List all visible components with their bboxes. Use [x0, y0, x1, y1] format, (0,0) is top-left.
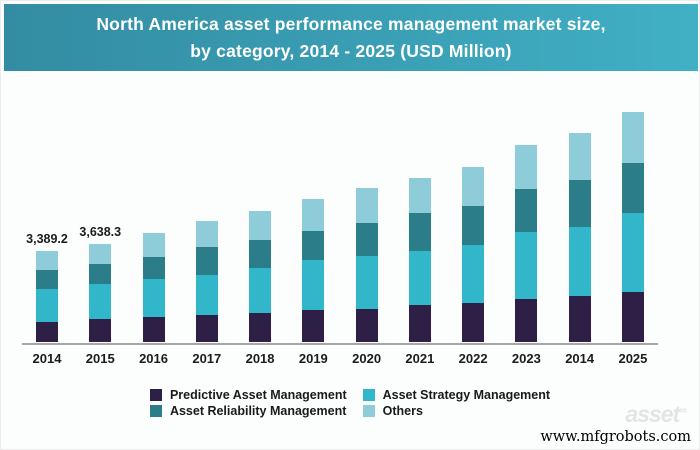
bar-segment — [195, 247, 218, 276]
watermark-logo-text: asset — [625, 401, 680, 427]
legend-item: Predictive Asset Management — [149, 388, 347, 402]
legend: Predictive Asset Management Asset Strateg… — [1, 388, 699, 418]
bar-segment — [249, 239, 272, 269]
watermark-url: www.mfgrobots.com — [540, 429, 691, 445]
bar-2015-1: 3,638.3 2015 — [79, 225, 121, 366]
x-axis-tick-label: 2016 — [139, 351, 168, 366]
bar-segment — [621, 213, 644, 292]
chart-title-line1: North America asset performance manageme… — [96, 14, 606, 34]
bar-segment — [249, 268, 272, 313]
x-axis-tick-label: 2014 — [565, 351, 595, 366]
x-axis-tick-label: 2021 — [405, 351, 435, 366]
bar-segment — [515, 189, 538, 232]
x-axis-tick-label: 2022 — [458, 351, 488, 366]
bar-segment — [621, 111, 644, 164]
bar-segment — [302, 260, 325, 311]
x-axis-tick-label: 2018 — [245, 351, 275, 366]
bar-2014-0: 3,389.2 2014 — [26, 232, 68, 366]
legend-label: Asset Strategy Management — [382, 388, 551, 402]
x-axis-tick-label: 2025 — [618, 351, 648, 366]
bar-segment — [568, 295, 591, 342]
bar-2022-8: 2022 — [459, 166, 488, 366]
x-axis-tick-label: 2014 — [32, 351, 62, 366]
bar-2021-7: 2021 — [405, 178, 434, 366]
bar-segment — [89, 263, 112, 285]
x-axis-tick-label: 2015 — [85, 351, 115, 366]
bars: 3,389.2 2014 3,638.3 2015 2016 2017 2018 2019 20… — [26, 87, 647, 366]
bar-segment — [36, 250, 58, 270]
bar-segment — [621, 291, 644, 342]
bar-segment — [195, 315, 218, 342]
bar-segment — [249, 312, 272, 342]
bar-segment — [142, 279, 165, 317]
bar-segment — [568, 226, 591, 296]
bar-segment — [621, 163, 644, 214]
x-axis-line — [22, 343, 658, 345]
bar-value-label: 3,389.2 — [26, 231, 68, 246]
bar-segment — [408, 250, 431, 306]
bar-segment — [462, 205, 485, 245]
bar-segment — [89, 284, 112, 319]
bar-segment — [302, 231, 325, 261]
x-axis-tick-label: 2019 — [298, 351, 328, 366]
bar-segment — [36, 322, 58, 342]
bar-segment — [515, 299, 538, 342]
bar-segment — [36, 269, 58, 290]
bar-segment — [408, 305, 431, 342]
bar-segment — [195, 275, 218, 316]
legend-swatch-icon — [149, 405, 162, 417]
legend-label: Asset Reliability Management — [169, 404, 347, 418]
bar-segment — [568, 133, 591, 181]
legend-item: Asset Reliability Management — [149, 404, 347, 418]
legend-swatch-icon — [149, 389, 162, 401]
bar-2016-2: 2016 — [139, 232, 168, 366]
bar-segment — [355, 223, 378, 256]
x-axis-tick-label: 2020 — [352, 351, 382, 366]
bar-2014-10: 2014 — [565, 133, 594, 366]
bar-value-label: 3,638.3 — [79, 224, 122, 239]
bar-segment — [195, 221, 218, 248]
x-axis-tick-label: 2023 — [511, 351, 541, 366]
bar-segment — [355, 309, 378, 342]
legend-item: Others — [362, 404, 550, 418]
bar-segment — [142, 316, 165, 342]
infinity-icon: ∞ — [679, 404, 687, 417]
bar-segment — [355, 188, 378, 224]
bar-2025-11: 2025 — [618, 111, 647, 366]
bar-segment — [515, 144, 538, 190]
bar-segment — [462, 303, 485, 342]
bar-segment — [568, 180, 591, 227]
bar-2017-3: 2017 — [192, 221, 221, 366]
bar-segment — [36, 289, 58, 323]
bar-segment — [462, 244, 485, 304]
legend-label: Others — [382, 404, 423, 418]
legend-grid: Predictive Asset Management Asset Strateg… — [149, 388, 551, 418]
legend-item: Asset Strategy Management — [362, 388, 551, 402]
bar-segment — [408, 178, 431, 214]
chart-title: North America asset performance manageme… — [4, 4, 698, 71]
bar-segment — [408, 213, 431, 251]
legend-label: Predictive Asset Management — [169, 388, 347, 402]
bar-2018-4: 2018 — [246, 210, 275, 366]
bar-segment — [142, 256, 165, 280]
bar-segment — [89, 318, 112, 342]
bar-segment — [355, 255, 378, 310]
bar-segment — [249, 210, 272, 240]
bar-segment — [142, 232, 165, 257]
bar-segment — [462, 166, 485, 206]
bar-2023-9: 2023 — [512, 144, 541, 366]
legend-swatch-icon — [362, 405, 375, 417]
bar-segment — [302, 310, 325, 342]
legend-swatch-icon — [362, 389, 375, 401]
bar-2020-6: 2020 — [352, 188, 381, 366]
bar-segment — [302, 199, 325, 232]
bar-2019-5: 2019 — [299, 199, 328, 366]
bar-segment — [89, 243, 112, 264]
x-axis-tick-label: 2017 — [192, 351, 222, 366]
bar-segment — [515, 231, 538, 300]
chart-title-line2: by category, 2014 - 2025 (USD Million) — [190, 41, 512, 61]
watermark-logo: asset∞ — [625, 403, 687, 426]
